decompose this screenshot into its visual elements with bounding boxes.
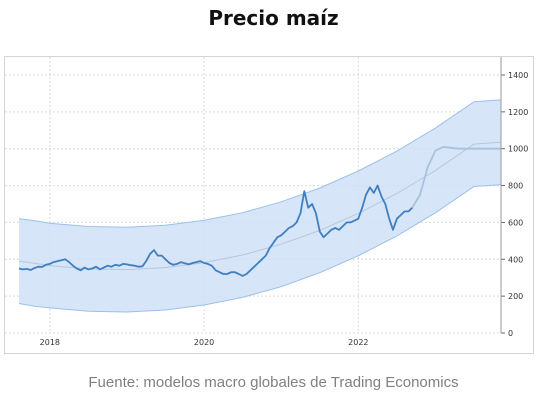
price-chart: 0 200 400 600 800 1000 1200 1400 2018 2020 2022 [5, 57, 528, 347]
y-tick-label: 0 [508, 329, 513, 338]
forecast-line [411, 146, 501, 209]
x-tick-label: 2018 [40, 338, 60, 347]
source-caption: Fuente: modelos macro globales de Tradin… [88, 374, 459, 391]
series-layer [18, 146, 501, 277]
y-tick-label: 1000 [508, 145, 528, 154]
y-tick-label: 600 [508, 218, 523, 227]
chart-title: Precio maíz [208, 6, 339, 30]
y-tick-label: 1400 [508, 71, 528, 80]
axis-layer: 0 200 400 600 800 1000 1200 1400 2018 2020 2022 [40, 57, 528, 347]
history-line [18, 184, 413, 277]
y-tick-label: 800 [508, 182, 523, 191]
chart-frame: 0 200 400 600 800 1000 1200 1400 2018 2020 2022 [4, 56, 534, 354]
band-upper-edge [18, 99, 502, 228]
y-tick-label: 400 [508, 255, 523, 264]
x-tick-label: 2020 [194, 338, 214, 347]
x-tick-label: 2022 [348, 338, 368, 347]
band-lower-edge [18, 184, 502, 313]
confidence-band-layer [18, 99, 502, 313]
y-tick-label: 200 [508, 292, 523, 301]
y-tick-label: 1200 [508, 108, 528, 117]
confidence-band [19, 99, 501, 312]
trend-line [18, 141, 502, 271]
